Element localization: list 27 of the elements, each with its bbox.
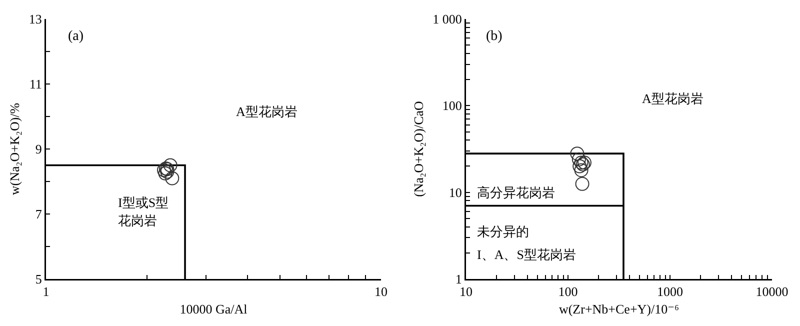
annotation: 未分异的 <box>477 224 529 239</box>
y-tick-label: 9 <box>35 142 42 157</box>
x-axis-title: w(Zr+Nb+Ce+Y)/10⁻⁶ <box>558 301 680 316</box>
x-tick-label: 10000 <box>756 284 788 300</box>
x-tick-label: 10 <box>374 284 388 300</box>
y-tick-label: 1 <box>455 272 462 287</box>
annotation: A型花岗岩 <box>236 104 298 119</box>
annotation: A型花岗岩 <box>642 91 704 106</box>
annotation: 高分异花岗岩 <box>477 185 555 200</box>
annotation: (a) <box>68 29 84 44</box>
y-tick-label: 11 <box>29 76 42 92</box>
annotation: 花岗岩 <box>118 213 157 228</box>
y-tick-label: 7 <box>35 206 42 222</box>
y-tick-label: 13 <box>28 12 42 27</box>
y-tick-label: 1 000 <box>432 12 462 27</box>
annotation: (b) <box>486 29 503 44</box>
x-tick-label: 100 <box>558 284 578 300</box>
annotation: I型或S型 <box>118 195 169 210</box>
x-tick-label: 1000 <box>657 284 683 300</box>
x-axis-title: 10000 Ga/Al <box>180 301 248 316</box>
y-axis-title: w(Na₂O+K₂O)/% <box>7 102 22 196</box>
x-tick-label: 10 <box>460 284 472 300</box>
y-tick-label: 5 <box>35 272 42 287</box>
y-tick-label: 100 <box>442 98 462 114</box>
y-axis-title: (Na₂O+K₂O)/CaO <box>410 101 426 197</box>
y-tick-label: 10 <box>448 184 462 200</box>
annotation: I、A、S型花岗岩 <box>477 247 576 262</box>
